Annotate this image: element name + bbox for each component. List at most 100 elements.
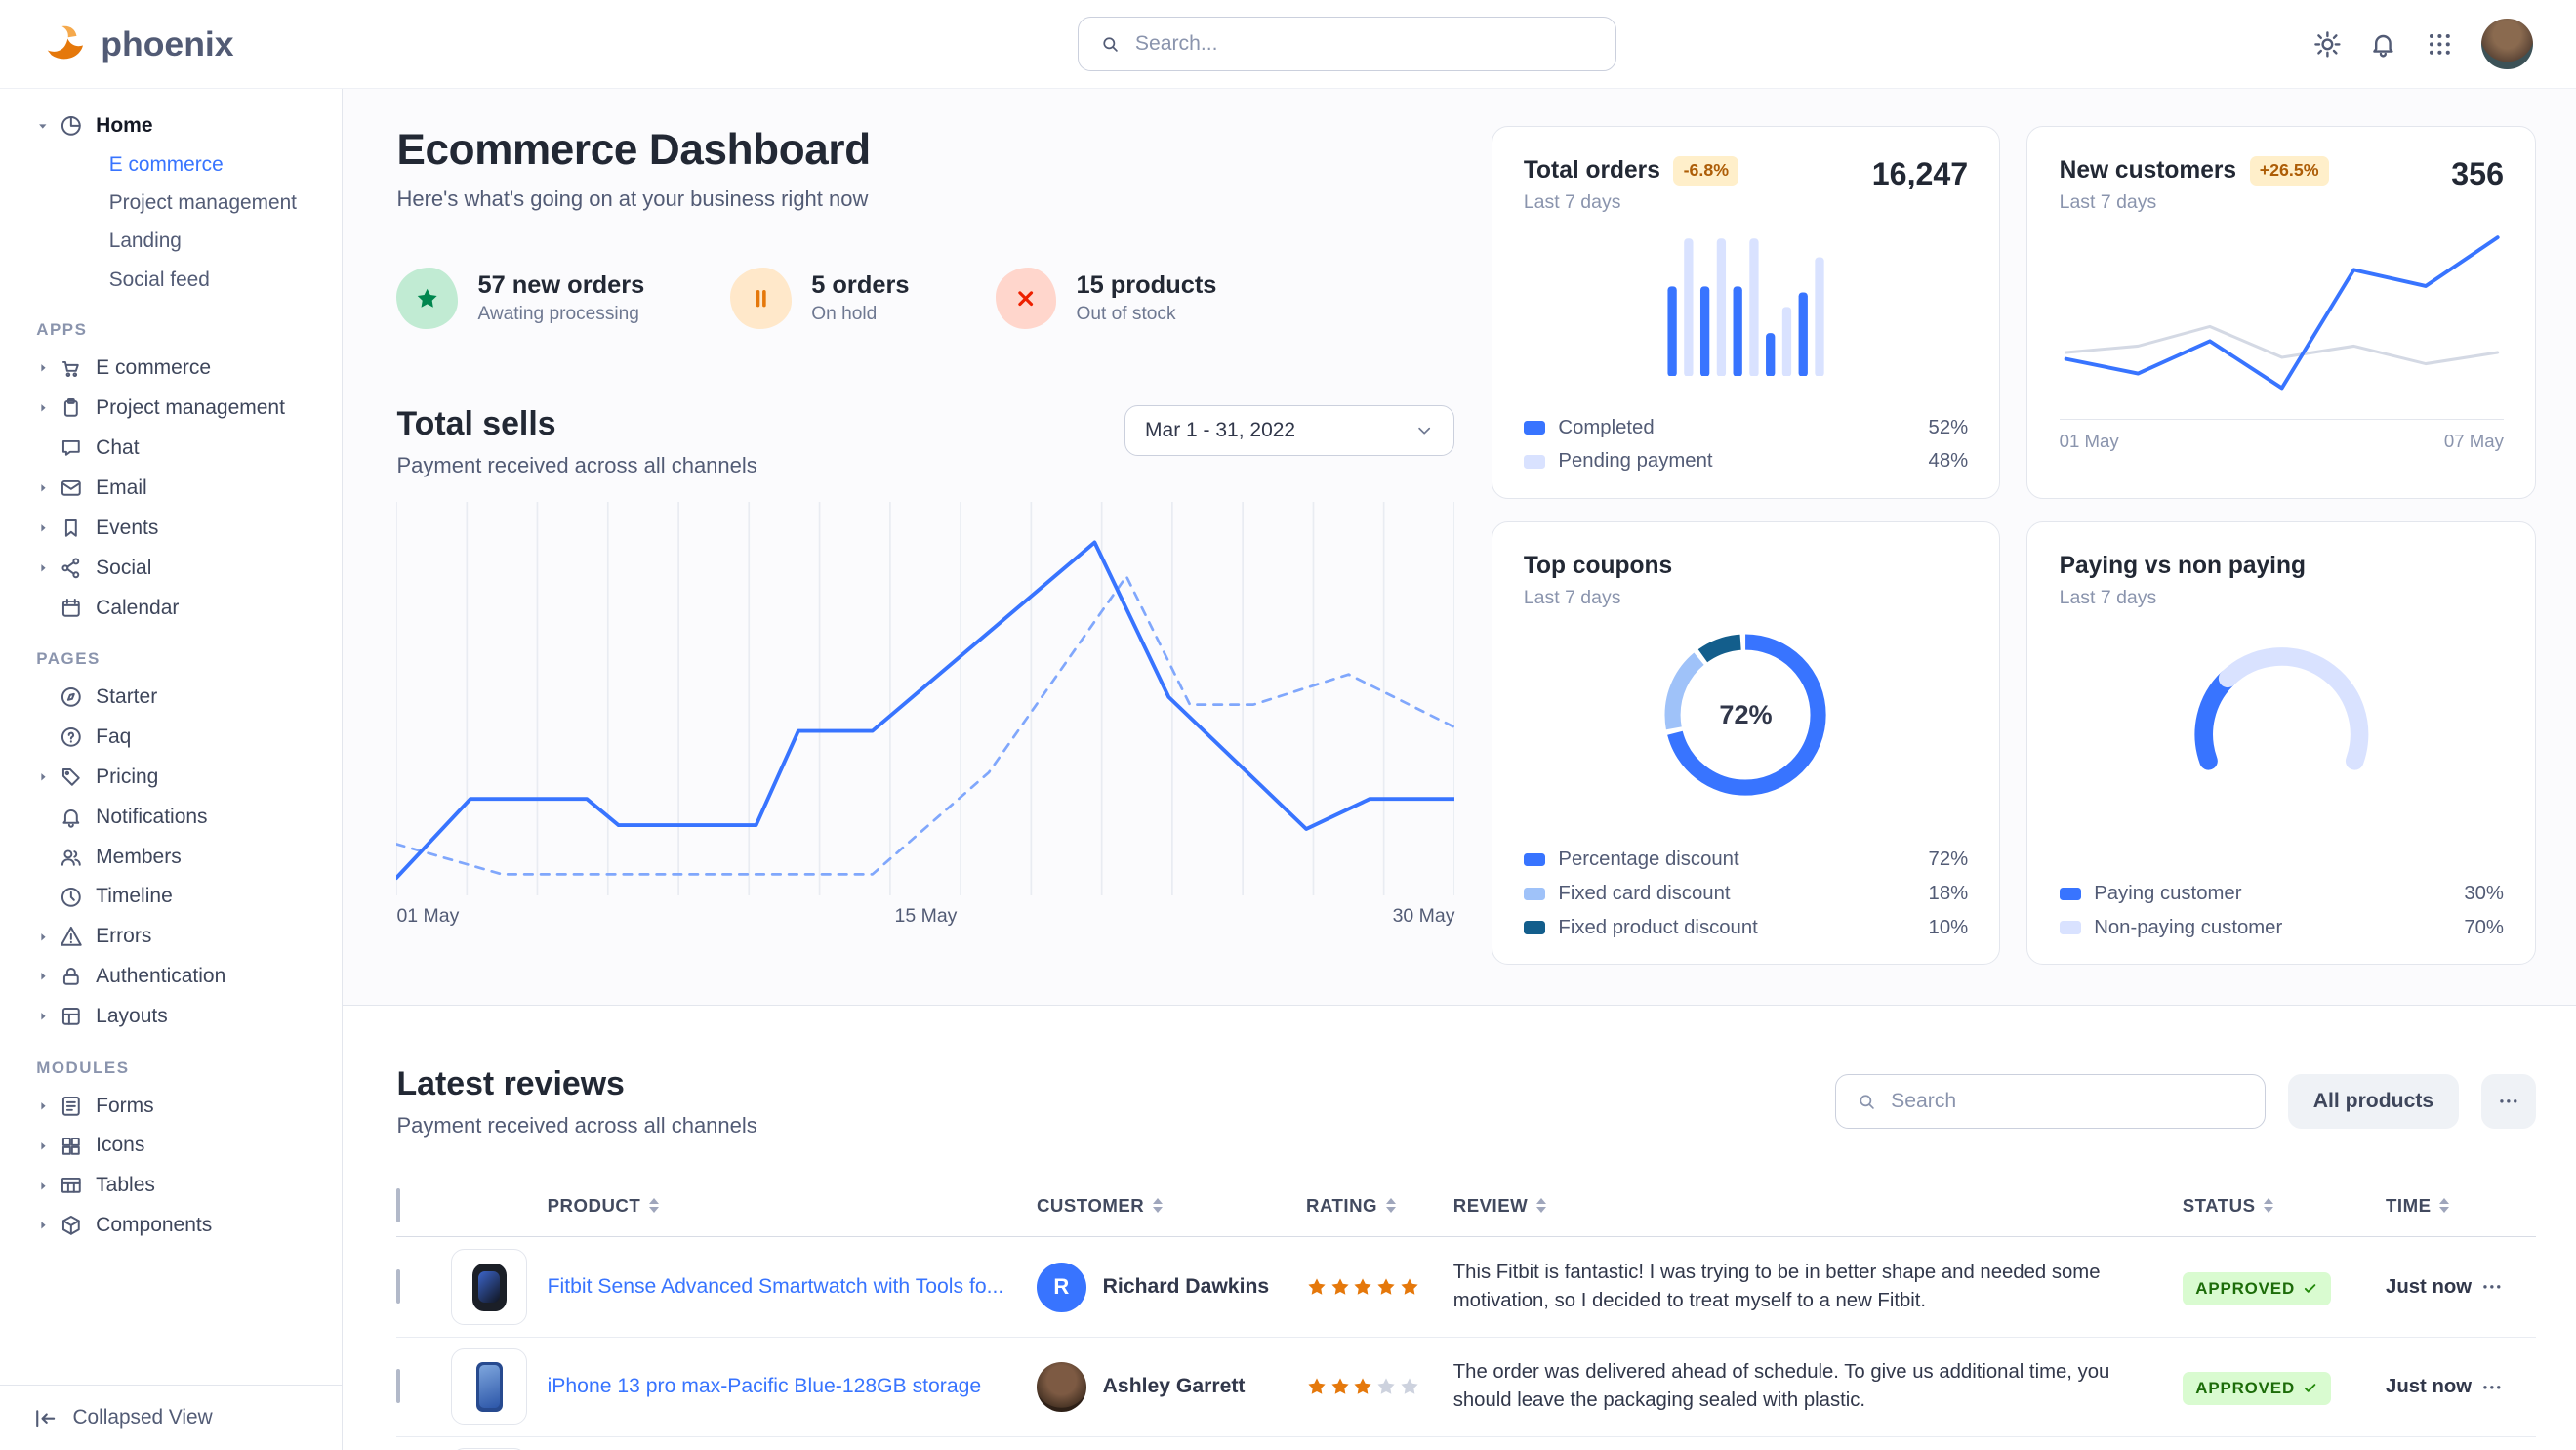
- sidebar-item-label: Pricing: [96, 765, 159, 788]
- date-range-select[interactable]: Mar 1 - 31, 2022: [1124, 404, 1455, 457]
- row-checkbox[interactable]: [396, 1269, 401, 1305]
- legend-swatch: [1523, 921, 1545, 934]
- top-coupons-legend: Percentage discount 72% Fixed card disco…: [1523, 849, 1968, 939]
- sidebar-item-home[interactable]: Home: [20, 105, 321, 145]
- sidebar-item-starter[interactable]: Starter: [20, 677, 321, 717]
- reviews-search-input[interactable]: [1891, 1090, 2245, 1114]
- collapse-sidebar-button[interactable]: Collapsed View: [0, 1385, 342, 1450]
- sidebar-item-events[interactable]: Events: [20, 508, 321, 548]
- sidebar-item-email[interactable]: Email: [20, 468, 321, 508]
- tag-icon: [60, 766, 83, 789]
- sort-icon: [648, 1198, 659, 1213]
- rating-stars: [1306, 1376, 1453, 1397]
- reviews-header: Latest reviews Payment received across a…: [396, 1065, 2537, 1139]
- notifications-button[interactable]: [2369, 30, 2397, 59]
- sidebar-item-label: Layouts: [96, 1005, 168, 1028]
- sidebar-item-ecommerce-dashboard[interactable]: E commerce: [108, 152, 224, 176]
- stat-caption: Out of stock: [1076, 303, 1176, 324]
- table-header-row: PRODUCT CUSTOMER RATING REVIEW STATUS TI…: [396, 1175, 2537, 1238]
- sidebar-item-notifications[interactable]: Notifications: [20, 797, 321, 837]
- column-header-rating[interactable]: RATING: [1306, 1195, 1453, 1217]
- reviews-more-button[interactable]: [2481, 1074, 2537, 1130]
- row-checkbox[interactable]: [396, 1369, 401, 1404]
- sort-icon: [1152, 1198, 1163, 1213]
- stat-orders-on-hold: 5 orders On hold: [730, 268, 909, 329]
- column-header-product[interactable]: PRODUCT: [548, 1195, 1037, 1217]
- legend-swatch: [2059, 921, 2081, 934]
- collapse-icon: [33, 1406, 58, 1430]
- row-menu-button[interactable]: [2480, 1275, 2504, 1299]
- column-header-customer[interactable]: CUSTOMER: [1037, 1195, 1306, 1217]
- card-title: Total orders: [1523, 156, 1660, 184]
- global-search-input[interactable]: [1134, 31, 1595, 56]
- caret-right-icon: [36, 1180, 50, 1193]
- sidebar-item-label: Errors: [96, 925, 152, 948]
- new-customers-chart: [2060, 228, 2504, 413]
- caret-down-icon: [36, 119, 50, 133]
- collapse-label: Collapsed View: [72, 1406, 213, 1429]
- sidebar-item-landing[interactable]: Landing: [108, 229, 182, 253]
- customer-cell: R Richard Dawkins: [1036, 1262, 1306, 1312]
- page-subtitle: Here's what's going on at your business …: [396, 186, 869, 211]
- sidebar-item-ecommerce[interactable]: E commerce: [20, 349, 321, 389]
- sidebar-item-tables[interactable]: Tables: [20, 1166, 321, 1206]
- column-header-review[interactable]: REVIEW: [1453, 1195, 2183, 1217]
- search-icon: [1857, 1092, 1876, 1111]
- total-sells-title: Total sells: [396, 404, 556, 442]
- sidebar-item-label: E commerce: [96, 356, 212, 380]
- sidebar-section-apps: APPS: [36, 320, 88, 340]
- select-all-checkbox[interactable]: [396, 1187, 401, 1222]
- sidebar-item-layouts[interactable]: Layouts: [20, 997, 321, 1037]
- sidebar-item-label: Components: [96, 1214, 213, 1237]
- column-header-time[interactable]: TIME: [2386, 1195, 2480, 1217]
- sidebar-item-label: Faq: [96, 725, 132, 748]
- caret-right-icon: [36, 1010, 50, 1023]
- column-header-status[interactable]: STATUS: [2183, 1195, 2386, 1217]
- sidebar-item-faq[interactable]: Faq: [20, 717, 321, 757]
- sidebar-item-forms[interactable]: Forms: [20, 1086, 321, 1126]
- product-link[interactable]: iPhone 13 pro max-Pacific Blue-128GB sto…: [547, 1375, 982, 1398]
- legend-label: Paying customer: [2094, 882, 2242, 904]
- sort-icon: [2439, 1198, 2450, 1213]
- caret-right-icon: [36, 1219, 50, 1232]
- sidebar-item-label: Events: [96, 516, 159, 539]
- sidebar-item-pricing[interactable]: Pricing: [20, 757, 321, 797]
- apps-menu-button[interactable]: [2426, 30, 2454, 59]
- sidebar-item-social[interactable]: Social: [20, 548, 321, 588]
- row-menu-button[interactable]: [2480, 1376, 2504, 1399]
- total-sells-header: Total sells Payment received across all …: [396, 404, 1455, 478]
- customer-cell: Ashley Garrett: [1036, 1362, 1306, 1412]
- stat-blob: [995, 268, 1057, 329]
- sort-icon: [1535, 1198, 1546, 1213]
- sidebar-item-errors[interactable]: Errors: [20, 917, 321, 957]
- theme-toggle-button[interactable]: [2313, 30, 2342, 59]
- product-link[interactable]: Fitbit Sense Advanced Smartwatch with To…: [547, 1275, 1004, 1299]
- sidebar-item-icons[interactable]: Icons: [20, 1126, 321, 1166]
- sidebar-item-social-feed[interactable]: Social feed: [108, 268, 210, 291]
- sidebar-item-calendar[interactable]: Calendar: [20, 588, 321, 628]
- sidebar-item-timeline[interactable]: Timeline: [20, 877, 321, 917]
- all-products-button[interactable]: All products: [2288, 1074, 2459, 1130]
- x-tick: 30 May: [1392, 904, 1455, 927]
- card-title: New customers: [2059, 156, 2237, 184]
- card-period: Last 7 days: [1523, 586, 1621, 608]
- x-tick: 07 May: [2443, 430, 2504, 451]
- sidebar-item-label: Icons: [96, 1134, 145, 1157]
- sidebar-item-project-management[interactable]: Project management: [20, 389, 321, 429]
- sidebar-item-components[interactable]: Components: [20, 1206, 321, 1246]
- clipboard-icon: [60, 396, 83, 420]
- legend-value: 70%: [2464, 916, 2504, 938]
- sidebar-item-chat[interactable]: Chat: [20, 428, 321, 468]
- product-image: [451, 1348, 528, 1426]
- avatar: [1036, 1362, 1086, 1412]
- user-avatar[interactable]: [2481, 18, 2533, 70]
- sidebar-item-members[interactable]: Members: [20, 837, 321, 877]
- new-customers-card: New customers +26.5% Last 7 days 356 01 …: [2026, 125, 2537, 499]
- brand-name: phoenix: [101, 23, 234, 63]
- stat-blob: [730, 268, 792, 329]
- sidebar-item-project-management-dashboard[interactable]: Project management: [108, 191, 297, 215]
- bell-icon: [2369, 30, 2397, 59]
- sidebar-item-authentication[interactable]: Authentication: [20, 957, 321, 997]
- brand-logo[interactable]: phoenix: [43, 21, 234, 66]
- legend-swatch: [1523, 421, 1545, 435]
